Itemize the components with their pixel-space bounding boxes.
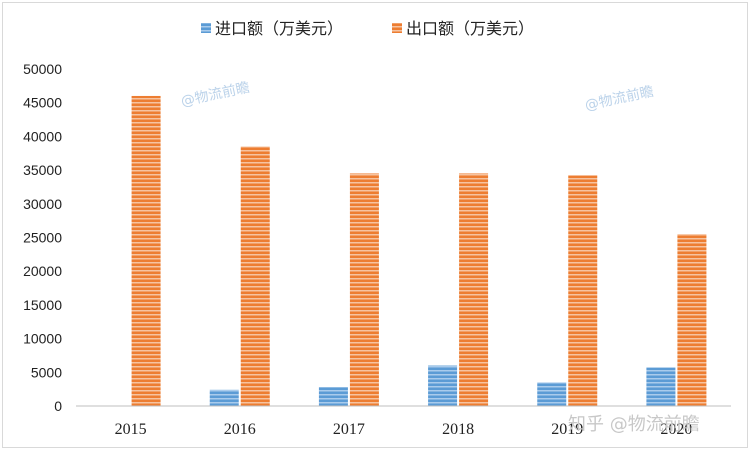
legend: 进口额（万美元） 出口额（万美元） [201, 19, 534, 38]
bar-export [131, 95, 161, 407]
y-tick-label: 15000 [23, 297, 62, 313]
x-tick-label: 2017 [333, 421, 365, 438]
bar-export [240, 146, 270, 406]
x-tick-label: 2019 [551, 421, 583, 438]
bar-import [428, 365, 458, 406]
x-tick-label: 2020 [660, 421, 692, 438]
x-tick-label: 2016 [224, 421, 256, 438]
legend-label-export: 出口额（万美元） [406, 19, 534, 38]
y-tick-label: 10000 [23, 331, 62, 347]
y-tick-label: 25000 [23, 230, 62, 246]
watermark-2: @物流前瞻 [583, 83, 655, 114]
y-tick-label: 20000 [23, 263, 62, 279]
x-tick-label: 2015 [115, 421, 147, 438]
bars [131, 95, 707, 407]
y-tick-label: 50000 [23, 61, 62, 77]
x-axis: 2015 2016 2017 2018 2019 2020 [115, 421, 693, 438]
bar-import [646, 367, 676, 406]
y-tick-label: 0 [54, 398, 62, 414]
bar-import [318, 387, 348, 406]
legend-label-import: 进口额（万美元） [215, 19, 343, 38]
y-tick-label: 40000 [23, 128, 62, 144]
y-tick-label: 5000 [31, 364, 62, 380]
y-axis: 0 5000 10000 15000 20000 25000 30000 35000 40000… [23, 61, 62, 414]
bar-export [568, 175, 598, 406]
bar-import [537, 382, 567, 406]
y-tick-label: 35000 [23, 162, 62, 178]
legend-swatch-import [201, 23, 211, 33]
bar-export [459, 173, 489, 406]
watermark-1: @物流前瞻 [179, 79, 251, 110]
y-tick-label: 45000 [23, 95, 62, 111]
bar-import [209, 389, 239, 406]
bar-export [349, 173, 379, 406]
x-tick-label: 2018 [442, 421, 474, 438]
bar-export [677, 234, 707, 406]
brand-watermark: 知乎 @物流前瞻 [568, 414, 700, 435]
legend-swatch-export [392, 23, 402, 33]
y-tick-label: 30000 [23, 196, 62, 212]
